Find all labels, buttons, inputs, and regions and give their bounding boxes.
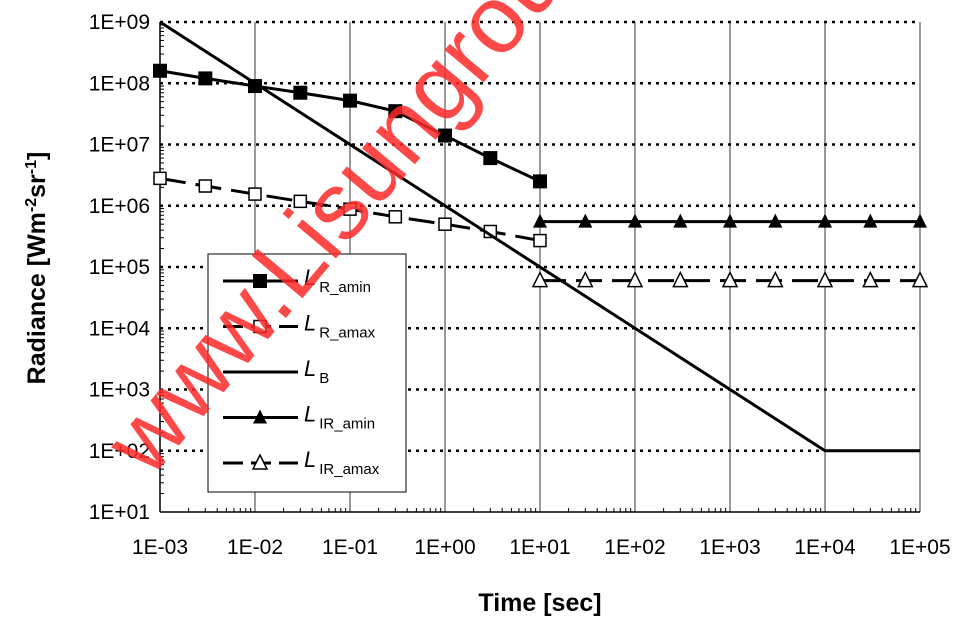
legend-label-main: L xyxy=(304,402,316,427)
marker-open-triangle xyxy=(577,270,594,288)
x-tick-label: 1E-03 xyxy=(132,536,188,559)
marker-filled-triangle xyxy=(913,213,927,228)
marker-filled-triangle xyxy=(768,213,783,228)
marker-open-square xyxy=(388,210,403,224)
legend-label: L IR_amax xyxy=(304,447,380,478)
y-tick-label: 1E+01 xyxy=(89,501,150,524)
legend-label: L IR_amin xyxy=(304,402,375,433)
marker-filled-square xyxy=(343,93,357,108)
y-axis-title-base: Radiance [Wm xyxy=(23,212,51,384)
x-tick-labels: 1E-03 1E-02 1E-01 1E+00 1E+01 1E+02 1E+03 1E+04… xyxy=(132,536,951,559)
marker-open-triangle xyxy=(721,270,739,288)
series-group xyxy=(153,20,929,453)
marker-open-triangle xyxy=(531,270,549,288)
marker-filled-square xyxy=(293,85,308,100)
legend-label-subscript: R_amin xyxy=(319,279,371,296)
series-ir-amin xyxy=(533,213,927,228)
legend-label: L R_amin xyxy=(304,265,371,296)
y-tick-label: 1E+09 xyxy=(89,11,150,34)
legend-label-main: L xyxy=(304,311,316,336)
y-tick-label: 1E+03 xyxy=(89,379,150,402)
legend-label-main: L xyxy=(304,356,316,381)
x-tick-label: 1E-02 xyxy=(227,536,283,559)
legend-label: L R_amax xyxy=(304,311,376,342)
y-tick-label: 1E+07 xyxy=(89,134,150,157)
legend-entry: L IR_amin xyxy=(223,402,375,433)
legend-entry: L IR_amax xyxy=(223,447,380,478)
marker-open-triangle xyxy=(251,453,269,470)
marker-open-triangle xyxy=(816,270,834,288)
marker-open-triangle xyxy=(626,270,644,288)
y-tick-label: 1E+04 xyxy=(89,317,151,340)
y-tick-label: 1E+08 xyxy=(89,72,150,95)
x-tick-label: 1E+00 xyxy=(414,536,475,559)
series-b xyxy=(159,20,920,453)
y-tick-label: 1E+05 xyxy=(89,256,150,279)
marker-filled-square xyxy=(153,63,167,78)
marker-filled-triangle xyxy=(723,213,737,228)
marker-filled-square xyxy=(198,71,213,86)
marker-open-triangle xyxy=(767,270,784,288)
y-axis-title-sup2: -1 xyxy=(23,160,40,174)
marker-open-triangle xyxy=(911,270,929,288)
series-r-amax xyxy=(153,171,547,248)
y-axis-title: Radiance [Wm-2sr-1] xyxy=(23,152,51,385)
marker-filled-triangle xyxy=(628,213,642,228)
marker-open-square xyxy=(343,202,357,216)
marker-open-triangle xyxy=(672,270,689,288)
marker-filled-triangle xyxy=(863,213,878,228)
marker-filled-square xyxy=(388,104,403,119)
marker-open-square xyxy=(533,233,547,248)
x-tick-label: 1E+03 xyxy=(699,536,760,559)
y-tick-label: 1E+06 xyxy=(89,195,150,218)
marker-open-square xyxy=(153,171,167,186)
series-ir-amax xyxy=(531,270,929,288)
legend-entry: L R_amin xyxy=(223,265,371,296)
x-tick-label: 1E+02 xyxy=(604,536,665,559)
series-line xyxy=(159,20,920,453)
marker-open-square xyxy=(248,187,262,201)
marker-filled-square xyxy=(438,128,452,143)
marker-filled-triangle xyxy=(253,409,267,424)
legend-label-subscript: IR_amin xyxy=(319,416,375,433)
x-tick-label: 1E+01 xyxy=(509,536,570,559)
marker-filled-square xyxy=(253,274,267,288)
x-tick-label: 1E+04 xyxy=(794,536,856,559)
legend-label-main: L xyxy=(304,265,316,290)
y-tick-labels: 1E+01 1E+02 1E+03 1E+04 1E+05 1E+06 1E+07 1E+08… xyxy=(89,11,151,524)
y-axis-title-mid: sr xyxy=(23,174,51,198)
x-tick-label: 1E-01 xyxy=(322,536,378,559)
x-axis-title: Time [sec] xyxy=(478,589,601,617)
marker-open-square xyxy=(253,319,267,334)
marker-filled-square xyxy=(483,151,498,166)
marker-open-square xyxy=(293,194,308,209)
legend-label-subscript: B xyxy=(319,370,329,387)
legend-label-main: L xyxy=(304,447,316,472)
legend-label-subscript: IR_amax xyxy=(319,461,380,478)
y-tick-label: 1E+02 xyxy=(89,440,150,463)
marker-filled-triangle xyxy=(673,213,688,228)
marker-filled-triangle xyxy=(578,213,593,228)
marker-open-triangle xyxy=(862,270,879,288)
marker-filled-square xyxy=(533,174,547,189)
legend-label-subscript: R_amax xyxy=(319,325,375,342)
grid xyxy=(159,20,921,512)
marker-open-square xyxy=(438,217,452,231)
marker-filled-triangle xyxy=(818,213,832,228)
y-axis-title-end: ] xyxy=(23,152,51,160)
x-tick-label: 1E+05 xyxy=(889,536,950,559)
legend-entry: L R_amax xyxy=(223,311,376,342)
marker-filled-triangle xyxy=(533,213,547,228)
y-axis-title-sup1: -2 xyxy=(23,198,40,212)
marker-open-square xyxy=(198,179,213,193)
